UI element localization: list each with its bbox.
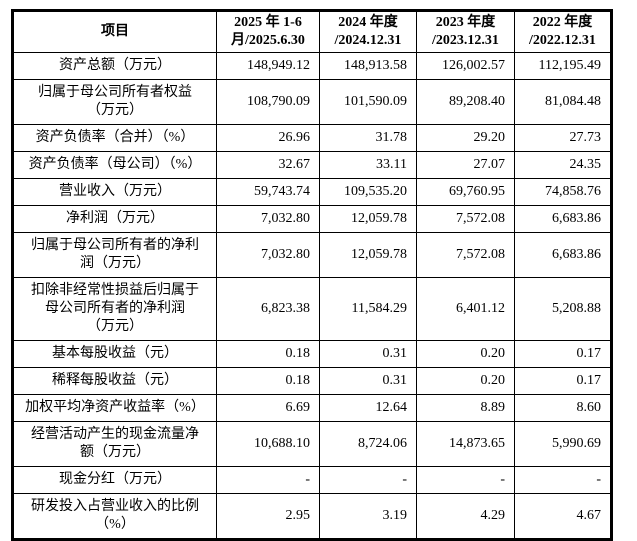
- row-label: 基本每股收益（元）: [12, 340, 217, 368]
- row-label: 资产负债率（母公司）（%）: [12, 151, 217, 179]
- row-value: 3.19: [319, 493, 417, 540]
- table-row: 资产负债率（合并）（%） 26.96 31.78 29.20 27.73: [12, 124, 612, 152]
- header-period-2023: 2023 年度 /2023.12.31: [416, 10, 515, 53]
- row-value: 4.29: [416, 493, 515, 540]
- row-value: 0.18: [216, 340, 320, 368]
- table-row: 营业收入（万元） 59,743.74 109,535.20 69,760.95 74,8…: [12, 178, 612, 206]
- row-value: 14,873.65: [416, 421, 515, 467]
- table-body: 资产总额（万元） 148,949.12 148,913.58 126,002.57 11…: [12, 52, 612, 540]
- row-value: 6,683.86: [514, 205, 612, 233]
- row-label: 经营活动产生的现金流量净 额（万元）: [12, 421, 217, 467]
- row-value: 6,683.86: [514, 232, 612, 278]
- row-value: 7,572.08: [416, 205, 515, 233]
- row-label: 现金分红（万元）: [12, 466, 217, 494]
- row-value: 2.95: [216, 493, 320, 540]
- row-label: 归属于母公司所有者权益 （万元）: [12, 79, 217, 125]
- row-value: 81,084.48: [514, 79, 612, 125]
- row-value: 5,990.69: [514, 421, 612, 467]
- row-value: 126,002.57: [416, 52, 515, 80]
- row-value: 0.17: [514, 340, 612, 368]
- header-period-2024: 2024 年度 /2024.12.31: [319, 10, 417, 53]
- row-value: 6,823.38: [216, 277, 320, 341]
- header-period-2025: 2025 年 1-6 月/2025.6.30: [216, 10, 320, 53]
- row-value: 4.67: [514, 493, 612, 540]
- row-value: 0.20: [416, 340, 515, 368]
- row-value: 10,688.10: [216, 421, 320, 467]
- row-value: 0.31: [319, 340, 417, 368]
- row-value: 31.78: [319, 124, 417, 152]
- row-value: 69,760.95: [416, 178, 515, 206]
- table-row: 稀释每股收益（元） 0.18 0.31 0.20 0.17: [12, 367, 612, 395]
- table-row: 现金分红（万元） - - - -: [12, 466, 612, 494]
- table-row: 基本每股收益（元） 0.18 0.31 0.20 0.17: [12, 340, 612, 368]
- row-value: 101,590.09: [319, 79, 417, 125]
- table-row: 净利润（万元） 7,032.80 12,059.78 7,572.08 6,683.86: [12, 205, 612, 233]
- row-value: 7,032.80: [216, 205, 320, 233]
- row-value: 8.60: [514, 394, 612, 422]
- row-value: 148,949.12: [216, 52, 320, 80]
- row-value: 5,208.88: [514, 277, 612, 341]
- row-value: -: [319, 466, 417, 494]
- row-value: -: [416, 466, 515, 494]
- row-value: 59,743.74: [216, 178, 320, 206]
- row-value: 26.96: [216, 124, 320, 152]
- row-value: -: [216, 466, 320, 494]
- table-row: 资产总额（万元） 148,949.12 148,913.58 126,002.57 11…: [12, 52, 612, 80]
- row-label: 资产负债率（合并）（%）: [12, 124, 217, 152]
- row-label: 加权平均净资产收益率（%）: [12, 394, 217, 422]
- row-value: 0.20: [416, 367, 515, 395]
- row-value: 29.20: [416, 124, 515, 152]
- row-value: 12.64: [319, 394, 417, 422]
- row-value: 109,535.20: [319, 178, 417, 206]
- table-row: 资产负债率（母公司）（%） 32.67 33.11 27.07 24.35: [12, 151, 612, 179]
- table-row: 经营活动产生的现金流量净 额（万元） 10,688.10 8,724.06 14,87…: [12, 421, 612, 467]
- row-value: 7,032.80: [216, 232, 320, 278]
- row-label: 营业收入（万元）: [12, 178, 217, 206]
- row-label: 扣除非经常性损益后归属于 母公司所有者的净利润 （万元）: [12, 277, 217, 341]
- row-value: 6,401.12: [416, 277, 515, 341]
- row-label: 净利润（万元）: [12, 205, 217, 233]
- table-row: 归属于母公司所有者的净利 润（万元） 7,032.80 12,059.78 7,572…: [12, 232, 612, 278]
- table-row: 研发投入占营业收入的比例 （%） 2.95 3.19 4.29 4.67: [12, 493, 612, 540]
- row-value: 12,059.78: [319, 232, 417, 278]
- row-value: 11,584.29: [319, 277, 417, 341]
- row-value: 108,790.09: [216, 79, 320, 125]
- row-label: 归属于母公司所有者的净利 润（万元）: [12, 232, 217, 278]
- row-value: 7,572.08: [416, 232, 515, 278]
- row-value: 27.73: [514, 124, 612, 152]
- header-item-label: 项目: [12, 10, 217, 53]
- row-value: 33.11: [319, 151, 417, 179]
- row-value: 89,208.40: [416, 79, 515, 125]
- row-value: 8.89: [416, 394, 515, 422]
- row-value: 0.17: [514, 367, 612, 395]
- row-value: 0.31: [319, 367, 417, 395]
- row-value: 148,913.58: [319, 52, 417, 80]
- table-row: 加权平均净资产收益率（%） 6.69 12.64 8.89 8.60: [12, 394, 612, 422]
- row-value: 24.35: [514, 151, 612, 179]
- row-value: 32.67: [216, 151, 320, 179]
- row-label: 稀释每股收益（元）: [12, 367, 217, 395]
- header-period-2022: 2022 年度 /2022.12.31: [514, 10, 612, 53]
- row-value: 6.69: [216, 394, 320, 422]
- row-value: 74,858.76: [514, 178, 612, 206]
- table-header-row: 项目 2025 年 1-6 月/2025.6.30 2024 年度 /2024.…: [12, 10, 612, 53]
- row-value: 0.18: [216, 367, 320, 395]
- row-label: 研发投入占营业收入的比例 （%）: [12, 493, 217, 540]
- row-value: 12,059.78: [319, 205, 417, 233]
- row-value: 112,195.49: [514, 52, 612, 80]
- row-label: 资产总额（万元）: [12, 52, 217, 80]
- table-row: 归属于母公司所有者权益 （万元） 108,790.09 101,590.09 89,2…: [12, 79, 612, 125]
- row-value: -: [514, 466, 612, 494]
- row-value: 8,724.06: [319, 421, 417, 467]
- table-row: 扣除非经常性损益后归属于 母公司所有者的净利润 （万元） 6,823.38 11,5…: [12, 277, 612, 341]
- financial-summary-table: 项目 2025 年 1-6 月/2025.6.30 2024 年度 /2024.…: [11, 9, 613, 541]
- row-value: 27.07: [416, 151, 515, 179]
